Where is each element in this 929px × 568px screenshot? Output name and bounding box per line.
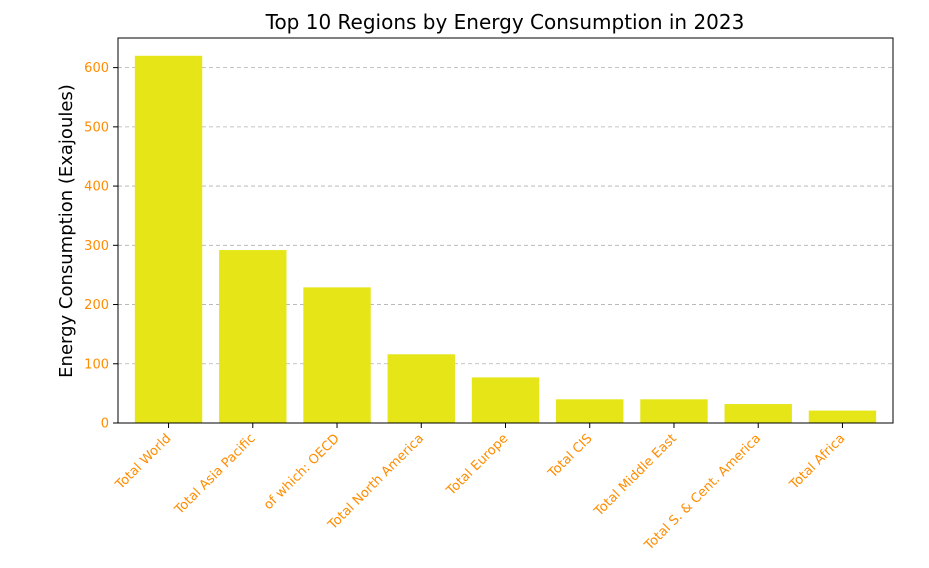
bar: [640, 399, 708, 423]
x-tick-label: of which: OECD: [261, 431, 343, 513]
x-tick-label: Total Africa: [786, 431, 848, 493]
bars: [134, 55, 877, 424]
y-tick-label: 600: [84, 61, 109, 76]
y-tick-label: 400: [84, 180, 109, 195]
x-tick-label: Total Asia Pacific: [172, 431, 259, 518]
y-tick-label: 0: [101, 417, 109, 432]
y-tick-label: 200: [84, 298, 109, 313]
y-axis-ticks: 0 100 200 300 400 500 600: [84, 61, 118, 432]
bar: [134, 55, 203, 424]
chart-title: Top 10 Regions by Energy Consumption in …: [265, 10, 745, 34]
x-tick-label: Total Europe: [443, 431, 511, 499]
bar: [808, 410, 877, 423]
bar: [303, 287, 371, 423]
y-tick-label: 100: [84, 357, 109, 372]
bar: [387, 354, 455, 423]
x-tick-label: Total North America: [325, 431, 427, 533]
x-tick-label: Total Middle East: [591, 431, 680, 520]
x-tick-label: Total World: [112, 431, 174, 493]
y-tick-label: 300: [84, 239, 109, 254]
bar: [556, 399, 624, 423]
bar: [471, 377, 540, 423]
bar: [724, 404, 792, 423]
bar: [219, 250, 287, 423]
x-tick-label: Total CIS: [545, 431, 596, 482]
y-tick-label: 500: [84, 120, 109, 135]
y-axis-label: Energy Consumption (Exajoules): [56, 84, 77, 378]
